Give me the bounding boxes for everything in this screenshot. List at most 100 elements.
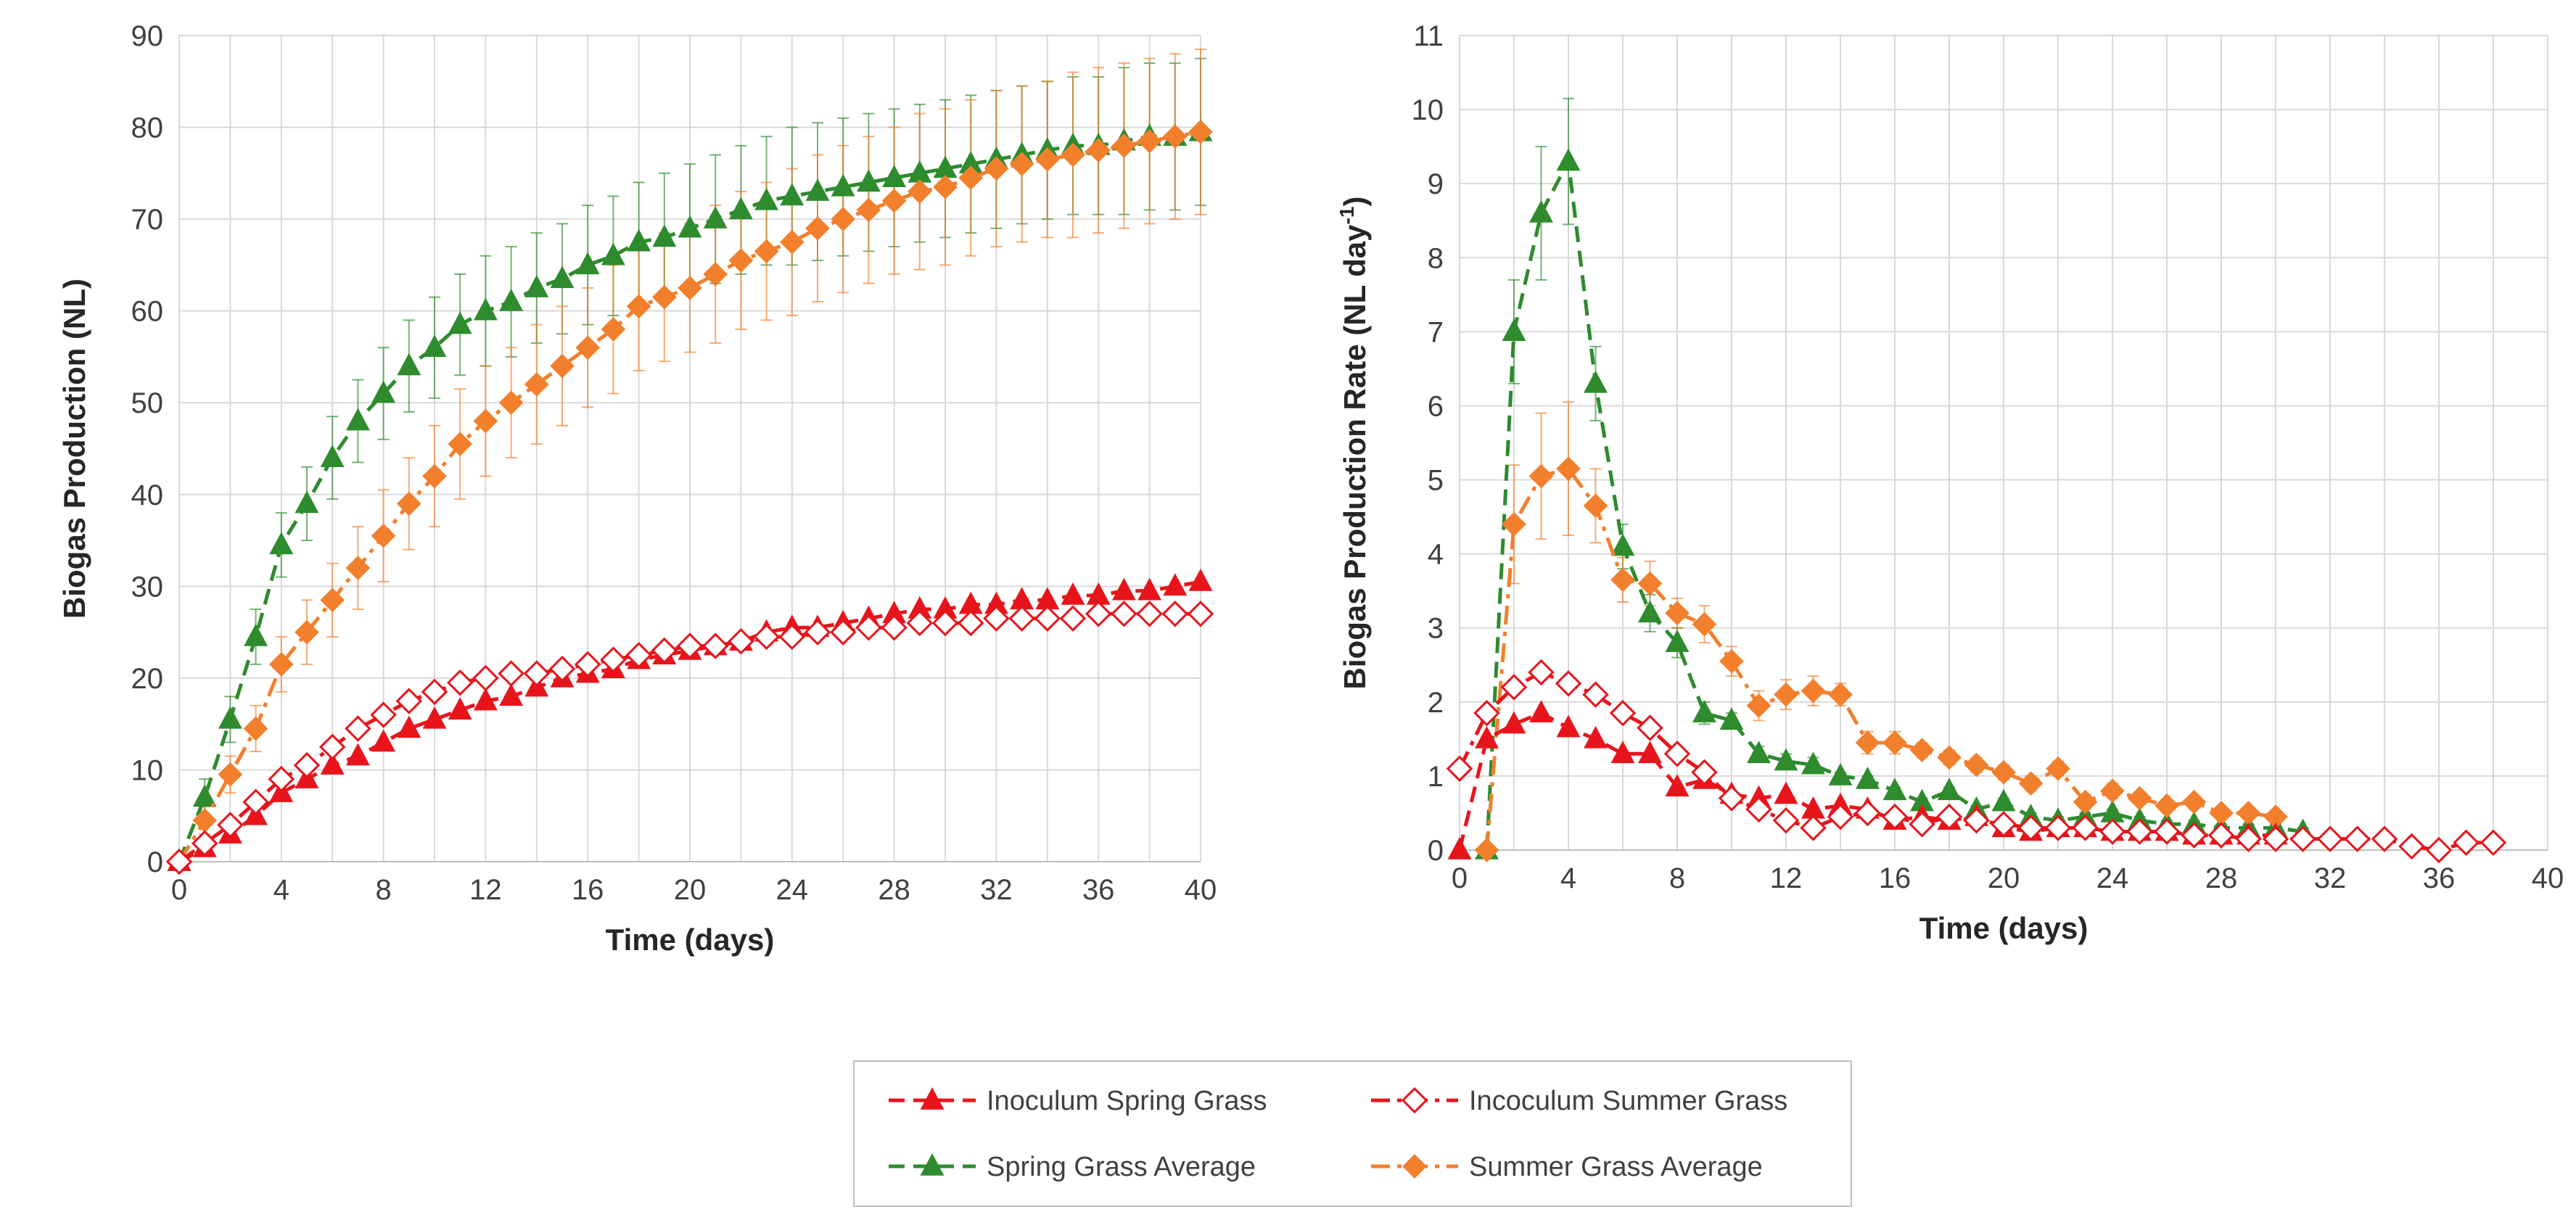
- data-point: [983, 605, 1010, 632]
- data-point: [831, 173, 855, 197]
- x-tick-label: 4: [273, 874, 289, 906]
- x-tick-label: 24: [2096, 862, 2129, 894]
- legend-label: Summer Grass Average: [1469, 1152, 1763, 1182]
- data-point: [2100, 778, 2125, 804]
- data-point: [2236, 801, 2261, 825]
- data-point: [1502, 711, 1526, 734]
- gridlines: [1459, 35, 2548, 851]
- legend-item: Inoculum Spring Grass: [889, 1086, 1267, 1116]
- data-point: [218, 762, 243, 787]
- data-point: [1854, 799, 1881, 827]
- data-point: [1529, 700, 1553, 722]
- data-point: [1746, 693, 1771, 718]
- data-point: [881, 188, 907, 213]
- data-point: [856, 197, 881, 223]
- data-point: [779, 229, 805, 255]
- legend-marker: [920, 1087, 945, 1110]
- data-point: [627, 228, 651, 252]
- data-point: [1609, 699, 1637, 727]
- data-point: [1747, 741, 1771, 764]
- data-point: [651, 284, 677, 310]
- data-point: [1638, 741, 1662, 764]
- data-point: [1188, 569, 1213, 591]
- data-point: [1086, 138, 1111, 163]
- data-point: [422, 334, 447, 358]
- data-point: [1964, 752, 1989, 778]
- data-point: [218, 706, 242, 729]
- data-point: [548, 655, 576, 683]
- data-point: [1473, 699, 1500, 727]
- y-tick-label: 7: [1428, 316, 1444, 348]
- x-tick-label: 40: [1185, 874, 1217, 906]
- data-point: [1882, 730, 1907, 755]
- data-point: [1745, 796, 1772, 823]
- data-point: [295, 490, 319, 514]
- data-point: [804, 619, 831, 646]
- data-point: [1061, 142, 1085, 168]
- data-point: [984, 156, 1009, 181]
- data-point: [1882, 778, 1907, 801]
- data-point: [1774, 781, 1798, 804]
- y-tick-label: 6: [1428, 390, 1444, 422]
- x-tick-label: 12: [1770, 862, 1803, 894]
- data-point: [397, 715, 421, 738]
- data-point: [1610, 567, 1635, 593]
- legend-marker: [1401, 1087, 1428, 1114]
- legend-label: Spring Grass Average: [987, 1152, 1256, 1182]
- data-point: [498, 390, 524, 416]
- data-point: [1638, 600, 1662, 623]
- data-point: [370, 701, 397, 728]
- data-point: [1637, 714, 1663, 741]
- data-point: [1500, 674, 1528, 701]
- data-point: [1085, 601, 1112, 627]
- data-point: [293, 751, 321, 779]
- data-point: [1937, 745, 1962, 770]
- data-point: [856, 169, 881, 192]
- x-tick-label: 16: [1879, 862, 1912, 894]
- data-point: [1447, 837, 1472, 860]
- data-point: [1772, 807, 1800, 834]
- data-point: [1555, 670, 1582, 697]
- data-point: [268, 652, 294, 677]
- x-tick-label: 32: [2314, 862, 2347, 894]
- data-point: [499, 289, 524, 311]
- x-tick-label: 36: [1082, 874, 1115, 906]
- data-point: [2425, 836, 2453, 864]
- x-tick-label: 24: [776, 874, 809, 906]
- data-point: [499, 683, 524, 706]
- data-point: [1935, 803, 1963, 830]
- y-axis-title: Biogas Production (NL): [57, 279, 91, 619]
- data-point: [1881, 803, 1909, 830]
- data-point: [295, 619, 319, 645]
- data-point: [422, 463, 447, 489]
- series-summer-grass-average: [1474, 456, 2288, 862]
- data-point: [2099, 818, 2126, 845]
- x-tick-label: 12: [469, 874, 502, 906]
- data-point: [244, 623, 268, 646]
- data-point: [1584, 725, 1608, 749]
- data-point: [2044, 815, 2072, 841]
- data-point: [575, 252, 600, 275]
- data-point: [550, 265, 575, 289]
- x-tick-label: 20: [674, 874, 707, 906]
- data-point: [1556, 714, 1581, 738]
- data-point: [550, 353, 575, 379]
- data-point: [1665, 630, 1690, 652]
- data-point: [906, 609, 934, 637]
- legend-item: Summer Grass Average: [1371, 1152, 1763, 1182]
- data-point: [1556, 148, 1581, 171]
- x-tick-label: 32: [980, 874, 1013, 906]
- y-tick-label: 60: [131, 296, 164, 328]
- data-point: [1991, 788, 2016, 812]
- data-point: [1163, 573, 1188, 596]
- data-point: [1188, 120, 1213, 144]
- data-point: [2235, 825, 2262, 852]
- series-incoculum-summer-grass: [165, 601, 1214, 875]
- data-point: [345, 743, 370, 766]
- data-point: [2126, 818, 2153, 845]
- data-point: [320, 752, 345, 775]
- data-point: [191, 830, 218, 857]
- data-point: [2316, 825, 2344, 852]
- error-bars: [199, 57, 1206, 817]
- data-point: [2181, 822, 2207, 849]
